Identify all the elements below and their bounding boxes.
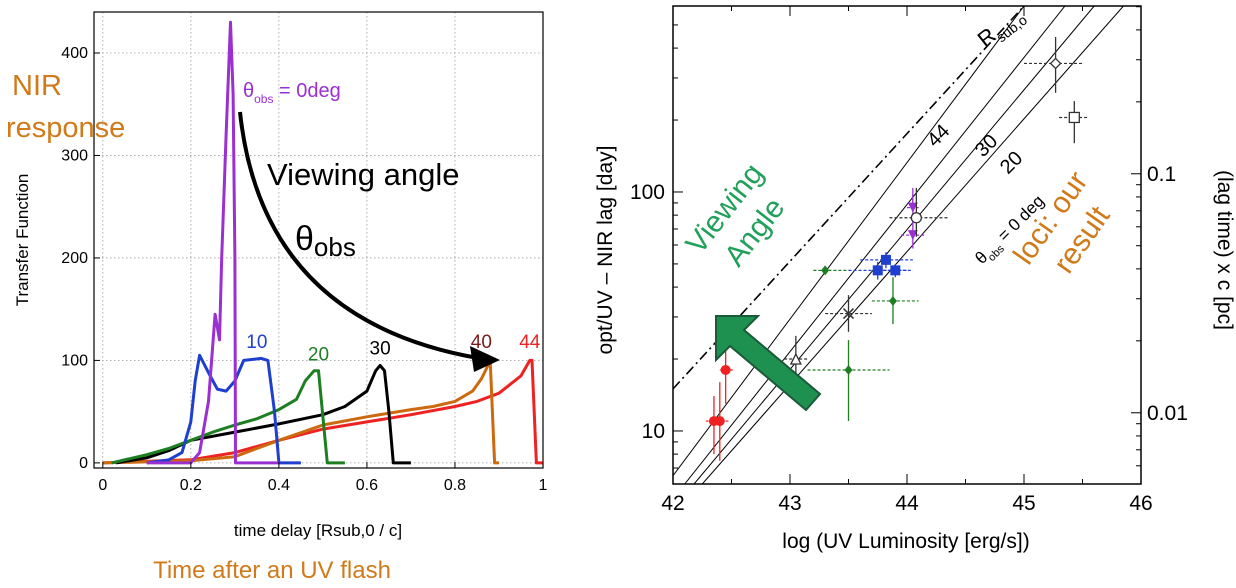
right-y2-tick-label: 0.01: [1147, 402, 1188, 425]
left-y-tick-label: 0: [79, 455, 88, 472]
data-point: [1068, 111, 1080, 124]
right-x-tick-label: 43: [778, 492, 801, 515]
transfer-curve-44: [102, 358, 543, 465]
left-y-tick-label: 400: [61, 45, 88, 62]
viewing-angle-green-arrow: [715, 315, 822, 412]
locus-20-label: 20: [996, 147, 1027, 178]
viewing-angle-arrowhead: [470, 346, 500, 372]
locus-30-label: 30: [971, 130, 1002, 161]
data-point: [821, 265, 830, 276]
data-point: [907, 230, 918, 241]
left-x-tick-label: 1: [539, 477, 548, 494]
left-y-axis-label: Transfer Function: [13, 174, 32, 307]
right-x-tick-label: 42: [661, 492, 684, 515]
viewing-angle-green-group: Viewing Angle: [680, 157, 792, 272]
data-point: [890, 265, 901, 276]
lag-luminosity-panel: 42 43 44 45 46 10 100 0.01 0.1 opt/UV – NIR lag …: [594, 1, 1236, 553]
theta-zero-deg-label: θobs = 0deg: [243, 80, 341, 106]
locus-line: [673, 6, 1025, 476]
transfer-curve-0deg: [146, 20, 279, 465]
data-point: [842, 308, 855, 320]
right-x-tick-label: 46: [1129, 492, 1152, 515]
right-y-tick-label: 100: [630, 181, 665, 204]
transfer-curve-10: [146, 353, 301, 465]
right-y2-axis-label: (lag time) x c [pc]: [1213, 170, 1236, 330]
left-x-tick-label: 0.6: [356, 477, 378, 494]
loci-our-result-group: loci: our result: [1007, 166, 1117, 280]
curve-label: 20: [308, 344, 329, 365]
left-curves: [102, 20, 543, 465]
curve-label: 30: [370, 338, 391, 359]
right-ticks: 42 43 44 45 46 10 100 0.01 0.1: [630, 5, 1188, 515]
data-point: [844, 364, 853, 375]
right-data-points: [705, 37, 1089, 461]
left-x-tick-label: 0.4: [268, 477, 290, 494]
right-x-axis-label: log (UV Luminosity [erg/s]): [782, 530, 1029, 553]
right-x-tick-label: 45: [1012, 492, 1035, 515]
nir-line2: response: [6, 112, 125, 144]
locus-line: [684, 6, 1066, 484]
transfer-curve-40: [102, 358, 499, 465]
viewing-angle-text: Viewing angle: [267, 157, 459, 192]
curve-label: 10: [246, 332, 267, 353]
time-after-flash-label: Time after an UV flash: [153, 557, 391, 584]
left-x-tick-label: 0: [98, 477, 107, 494]
data-point: [910, 212, 923, 224]
curve-label: 40: [471, 332, 492, 353]
right-x-tick-label: 44: [895, 492, 919, 515]
data-point: [720, 364, 731, 375]
left-x-tick-label: 0.2: [180, 477, 202, 494]
left-curve-labels: 10 20 30 40 44: [246, 332, 540, 365]
data-point: [888, 295, 897, 306]
data-point: [880, 254, 891, 265]
data-point: [1049, 57, 1062, 70]
data-point: [789, 352, 802, 365]
curve-label: 44: [519, 332, 541, 353]
left-y-tick-label: 200: [61, 250, 88, 267]
theta-obs-text: θobs: [295, 220, 356, 262]
nir-response-label-line2: response: [6, 112, 125, 144]
locus-44-label: 44: [923, 120, 954, 151]
nir-line1: NIR: [12, 70, 62, 102]
data-point: [714, 416, 725, 427]
right-y-tick-label: 10: [642, 420, 665, 443]
left-x-axis-label: time delay [Rsub,0 / c]: [234, 521, 402, 540]
nir-response-label-line1: NIR: [12, 70, 62, 102]
left-y-tick-label: 100: [61, 352, 88, 369]
right-y-axis-label: opt/UV – NIR lag [day]: [594, 146, 617, 355]
locus-line: [693, 6, 1095, 484]
right-y2-tick-label: 0.1: [1147, 163, 1176, 186]
transfer-curve-20: [111, 369, 345, 465]
viewing-angle-arrow: [238, 111, 479, 360]
left-y-tick-label: 300: [61, 147, 88, 164]
left-plot-frame: [93, 11, 544, 469]
left-x-tick-label: 0.8: [444, 477, 466, 494]
